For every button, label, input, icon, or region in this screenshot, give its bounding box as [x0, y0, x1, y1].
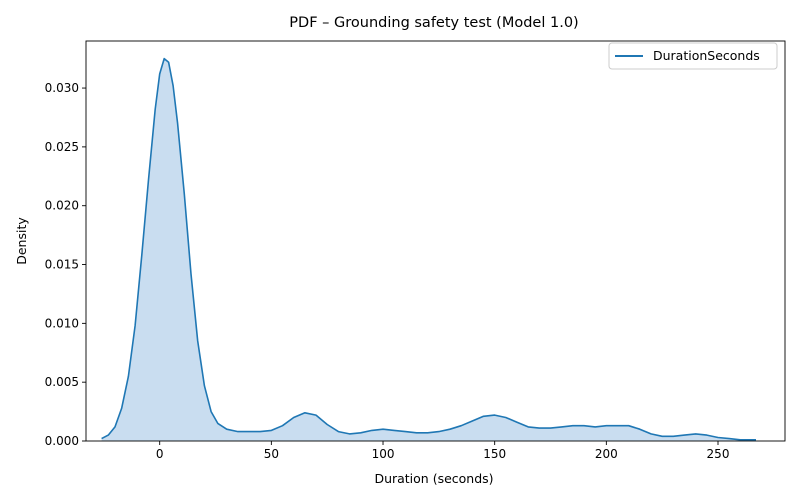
chart-title: PDF – Grounding safety test (Model 1.0)	[289, 15, 578, 31]
legend: DurationSeconds	[608, 42, 778, 70]
x-axis-ticks: 0 50 100 150 200 250	[156, 441, 730, 461]
y-axis-ticks: 0.000 0.005 0.010 0.015 0.020 0.025 0.030	[45, 81, 86, 448]
y-tick-label: 0.010	[45, 316, 79, 330]
y-tick-label: 0.015	[45, 258, 79, 272]
y-tick-label: 0.025	[45, 140, 79, 154]
x-tick-label: 50	[264, 447, 279, 461]
x-tick-label: 150	[483, 447, 506, 461]
x-tick-label: 200	[595, 447, 618, 461]
legend-box	[608, 42, 778, 70]
y-tick-label: 0.000	[45, 434, 79, 448]
y-tick-label: 0.020	[45, 199, 79, 213]
x-axis-label: Duration (seconds)	[374, 471, 493, 486]
density-line-durationseconds	[101, 57, 756, 441]
x-tick-label: 100	[372, 447, 395, 461]
legend-entry-durationseconds: DurationSeconds	[653, 48, 760, 63]
y-tick-label: 0.005	[45, 375, 79, 389]
plot-frame	[85, 40, 786, 442]
density-area	[101, 58, 757, 441]
y-axis-label: Density	[14, 217, 29, 265]
x-tick-label: 0	[156, 447, 164, 461]
x-tick-label: 250	[707, 447, 730, 461]
plot-area	[101, 57, 757, 441]
y-tick-label: 0.030	[45, 81, 79, 95]
